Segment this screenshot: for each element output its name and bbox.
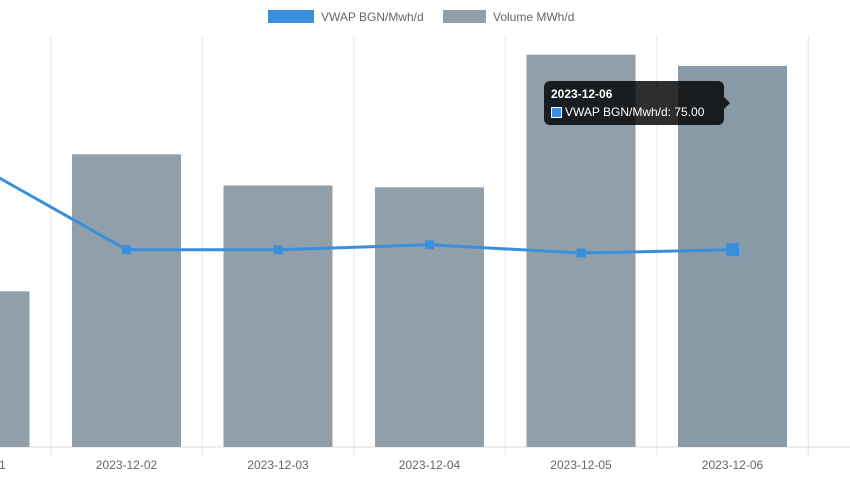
x-tick-label: 2023-12-03 (247, 458, 309, 472)
volume-bar-2023-12-03 (223, 185, 333, 448)
tooltip-title: 2023-12-06 (551, 87, 613, 101)
vwap-point-2023-12-05 (576, 248, 586, 258)
vwap-line (0, 176, 733, 255)
tooltip-label: VWAP BGN/Mwh/d: 75.00 (565, 105, 705, 119)
vwap-point-2023-12-06 (726, 243, 739, 257)
tooltip-row: VWAP BGN/Mwh/d: 75.00 (551, 105, 717, 119)
x-tick-label: 2023-12-02 (96, 458, 158, 472)
vwap-point-2023-12-03 (273, 245, 283, 255)
x-axis-ticks: 2023-12-01 2023-12-02 2023-12-03 2023-12-04… (0, 458, 764, 472)
x-tick-label: 2023-12-01 (0, 458, 6, 472)
x-tick-label: 2023-12-05 (550, 458, 612, 472)
data-tooltip: 2023-12-06 VWAP BGN/Mwh/d: 75.00 (544, 81, 730, 125)
legend-label: VWAP BGN/Mwh/d (321, 10, 424, 24)
legend-swatch (443, 10, 486, 23)
legend-swatch (268, 10, 314, 23)
volume-bar-2023-12-04 (375, 187, 484, 447)
legend-label: Volume MWh/d (493, 10, 574, 24)
volume-bars (0, 54, 787, 448)
legend: VWAP BGN/Mwh/d Volume MWh/d (268, 10, 574, 24)
x-tick-label: 2023-12-06 (702, 458, 764, 472)
x-tick-label: 2023-12-04 (399, 458, 461, 472)
volume-bar-2023-12-06 (678, 65, 787, 448)
vwap-point-2023-12-04 (425, 240, 434, 250)
tooltip-color-swatch (551, 106, 562, 118)
vwap-line-series (0, 176, 739, 258)
tooltip-caret (724, 97, 730, 109)
vwap-point-2023-12-02 (122, 245, 131, 255)
volume-bar-2023-12-01 (0, 291, 30, 447)
volume-bar-2023-12-02 (72, 154, 181, 447)
